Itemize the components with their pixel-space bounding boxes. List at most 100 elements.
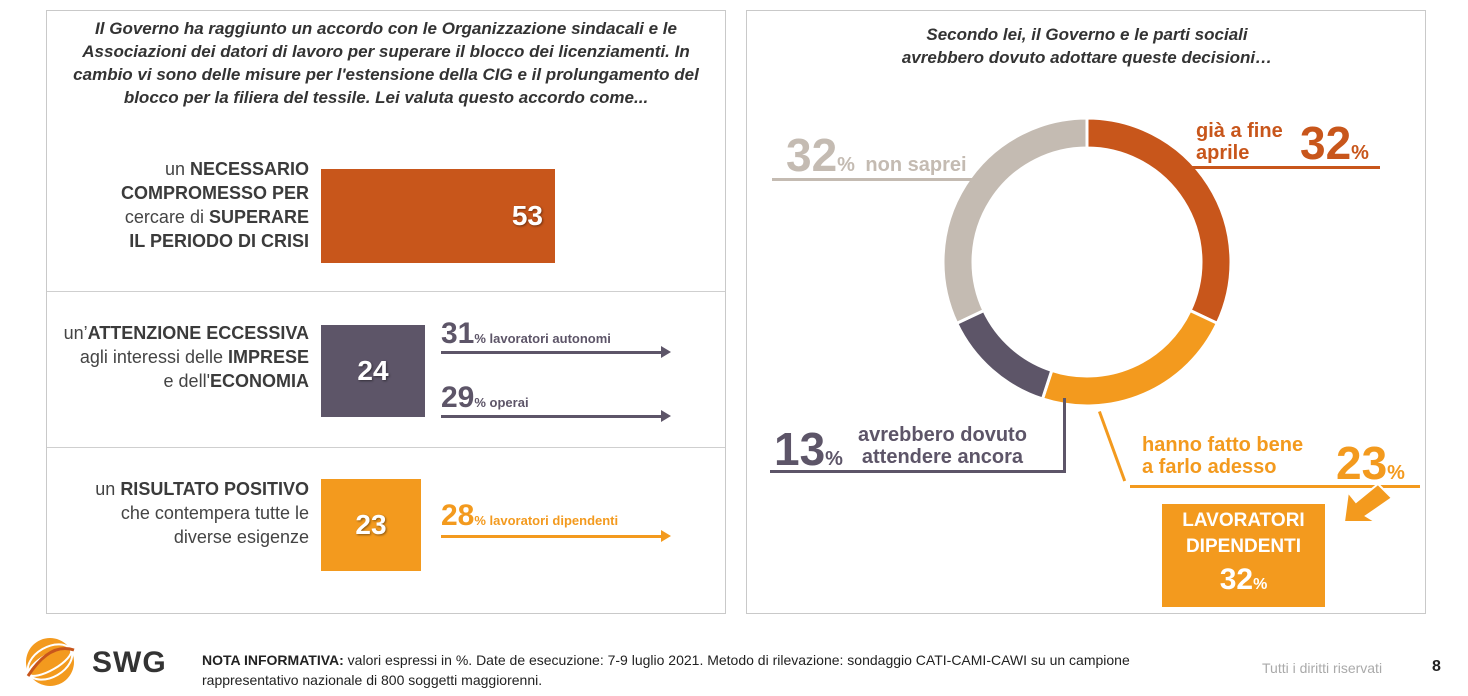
donut-slice-2 (954, 308, 1054, 401)
label-fine-aprile: già a fine aprile (1196, 120, 1283, 164)
swg-logo-icon (26, 638, 75, 686)
value-fine-aprile-num: 32 (1300, 117, 1352, 169)
option-1-label: un NECESSARIO COMPROMESSO PER cercare di S… (67, 157, 309, 253)
right-question-line-2: avrebbero dovuto adottare queste decisio… (901, 48, 1273, 67)
divider (47, 291, 725, 292)
label-adesso: hanno fatto bene a farlo adesso (1142, 434, 1303, 478)
option-1-bar: 53 (321, 169, 555, 263)
arrow-operai (441, 410, 671, 422)
value-fine-aprile: 32% (1300, 116, 1369, 170)
option-1-label-line: cercare di SUPERARE (67, 205, 309, 229)
label-fine-aprile-line-2: aprile (1196, 142, 1250, 164)
sub-dipendenti-label: lavoratori dipendenti (485, 513, 619, 528)
right-question: Secondo lei, il Governo e le parti socia… (827, 23, 1347, 69)
right-question-line-1: Secondo lei, il Governo e le parti socia… (926, 25, 1248, 44)
sub-autonomi-label: lavoratori autonomi (485, 331, 611, 346)
value-adesso-num: 23 (1336, 437, 1388, 489)
callout-non-saprei (772, 178, 982, 181)
option-3-label-line: diverse esigenze (57, 525, 309, 549)
logo-text: SWG (92, 646, 167, 679)
sub-dipendenti-num: 28 (441, 499, 475, 532)
value-non-saprei-pct: % (837, 154, 855, 176)
value-attendere: 13% (774, 422, 843, 476)
value-non-saprei: 32% non saprei (786, 128, 967, 182)
option-label-segment: IL PERIODO DI CRISI (129, 231, 309, 251)
option-3-label-line: che contempera tutte le (57, 501, 309, 525)
label-attendere-line-2: attendere ancora (861, 446, 1024, 468)
option-1-value: 53 (511, 200, 543, 231)
option-label-segment: IMPRESE (227, 347, 309, 367)
footer-note-bold: NOTA INFORMATIVA: (202, 652, 344, 668)
left-panel: Il Governo ha raggiunto un accordo con l… (46, 10, 726, 614)
callout-fine-aprile (1170, 166, 1380, 169)
option-label-segment: un’ (63, 323, 88, 343)
option-2-value: 24 (357, 355, 389, 386)
value-attendere-pct: % (825, 448, 843, 470)
sub-dipendenti: 28% lavoratori dipendenti (441, 499, 671, 542)
option-label-segment: un (95, 479, 121, 499)
arrow-autonomi (441, 346, 671, 358)
callout-adesso (1130, 485, 1420, 488)
sub-operai: 29% operai (441, 381, 671, 422)
footer-note: NOTA INFORMATIVA: valori espressi in %. … (202, 650, 1162, 690)
divider (47, 447, 725, 448)
sub-operai-pct: % (474, 395, 486, 410)
option-3-label-line: un RISULTATO POSITIVO (57, 477, 309, 501)
label-adesso-line-2: a farlo adesso (1142, 456, 1277, 478)
sub-autonomi-pct: % (474, 331, 486, 346)
arrow-dipendenti (441, 530, 671, 542)
label-fine-aprile-line-1: già a fine (1196, 120, 1283, 142)
donut-slices (941, 116, 1233, 408)
value-fine-aprile-pct: % (1351, 142, 1369, 164)
option-label-segment: che contempera tutte le (120, 503, 309, 523)
option-1-label-line: un NECESSARIO (67, 157, 309, 181)
sub-operai-num: 29 (441, 381, 475, 414)
page-number: 8 (1432, 658, 1441, 675)
footer-note-text: valori espressi in %. Date de esecuzione… (202, 652, 1130, 688)
value-adesso: 23% (1336, 436, 1405, 490)
option-label-segment: cercare di (124, 207, 209, 227)
box-line-1: LAVORATORI (1182, 510, 1305, 531)
option-3-bar: 23 (321, 479, 421, 571)
donut-slice-1 (1040, 308, 1220, 408)
value-attendere-num: 13 (774, 423, 826, 475)
label-attendere: avrebbero dovuto attendere ancora (858, 424, 1027, 468)
lavoratori-dipendenti-box: LAVORATORI DIPENDENTI 32% (1162, 504, 1325, 607)
rights-text: Tutti i diritti riservati (1262, 660, 1383, 676)
box-pct: % (1253, 576, 1268, 593)
option-label-segment: NECESSARIO (189, 159, 309, 179)
option-label-segment: ECONOMIA (210, 371, 309, 391)
option-label-segment: SUPERARE (208, 207, 309, 227)
option-label-segment: agli interessi delle (79, 347, 228, 367)
option-label-segment: un (164, 159, 190, 179)
sub-dipendenti-pct: % (474, 513, 486, 528)
option-label-segment: RISULTATO POSITIVO (120, 479, 309, 499)
value-non-saprei-num: 32 (786, 129, 838, 181)
box-line-2: DIPENDENTI (1185, 536, 1302, 557)
sub-operai-label: operai (485, 395, 529, 410)
option-2-bar: 24 (321, 325, 425, 417)
option-1-label-line: COMPROMESSO PER (67, 181, 309, 205)
option-3-value: 23 (355, 509, 387, 540)
arrow-to-box-icon (1342, 482, 1394, 523)
left-question: Il Governo ha raggiunto un accordo con l… (73, 19, 699, 107)
option-3-label: un RISULTATO POSITIVO che contempera tutt… (57, 477, 309, 549)
callout-attendere-vert (1063, 398, 1066, 472)
label-attendere-line-1: avrebbero dovuto (858, 424, 1027, 446)
option-label-segment: ATTENZIONE ECCESSIVA (87, 323, 309, 343)
donut-slice-3 (941, 116, 1089, 326)
sub-autonomi-num: 31 (441, 317, 475, 350)
callout-attendere (770, 470, 1066, 473)
option-1-label-line: IL PERIODO DI CRISI (67, 229, 309, 253)
option-2-label-line: agli interessi delle IMPRESE (57, 345, 309, 369)
sub-autonomi: 31% lavoratori autonomi (441, 317, 671, 358)
box-num: 32 (1219, 563, 1254, 596)
option-label-segment: diverse esigenze (173, 527, 309, 547)
option-2-label-line: un’ATTENZIONE ECCESSIVA (57, 321, 309, 345)
option-2-label: un’ATTENZIONE ECCESSIVA agli interessi de… (57, 321, 309, 393)
value-adesso-pct: % (1387, 462, 1405, 484)
label-non-saprei: non saprei (865, 154, 967, 176)
label-adesso-line-1: hanno fatto bene (1142, 434, 1304, 456)
option-label-segment: e dell' (163, 371, 210, 391)
